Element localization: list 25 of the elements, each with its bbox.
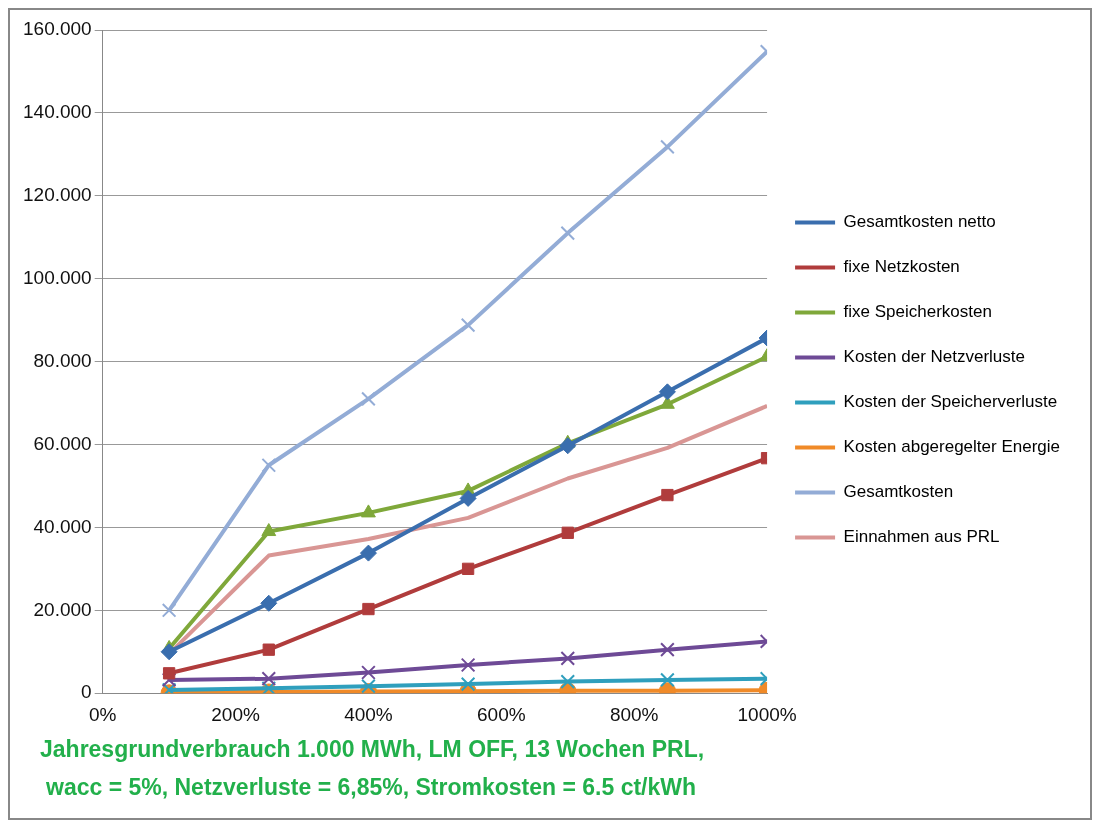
legend-label: Einnahmen aus PRL (843, 527, 1000, 547)
x-tick-label: 200% (211, 703, 260, 725)
legend-label: fixe Speicherkosten (843, 302, 992, 322)
y-tick-label: 160.000 (22, 18, 92, 40)
y-tick-label: 20.000 (33, 598, 92, 620)
legend-label: fixe Netzkosten (843, 257, 960, 277)
x-tick-label: 600% (477, 703, 526, 725)
x-tick-label: 0% (88, 703, 117, 725)
legend-label: Kosten abgeregelter Energie (843, 437, 1061, 457)
y-tick-label: 60.000 (33, 432, 92, 454)
legend-label: Kosten der Netzverluste (843, 347, 1025, 367)
x-tick-label: 1000% (737, 703, 797, 725)
y-tick-label: 80.000 (33, 349, 92, 371)
text: Jahresgrundverbrauch 1.000 MWh, LM OFF, 13 Wochen PRL, (40, 735, 706, 764)
y-tick-label: 0 (81, 681, 92, 703)
legend-label: Gesamtkosten (843, 482, 954, 502)
x-tick-label: 400% (344, 703, 393, 725)
legend-label: Gesamtkosten netto (843, 212, 996, 232)
y-tick-label: 140.000 (22, 101, 92, 123)
y-tick-label: 100.000 (22, 266, 92, 288)
legend-label: Kosten der Speicherverluste (843, 392, 1058, 412)
y-tick-label: 40.000 (33, 515, 92, 537)
text: wacc = 5%, Netzverluste = 6,85%, Stromkosten = 6.5 ct/kWh (45, 773, 698, 802)
x-tick-label: 800% (609, 703, 659, 725)
y-tick-label: 120.000 (22, 184, 92, 206)
